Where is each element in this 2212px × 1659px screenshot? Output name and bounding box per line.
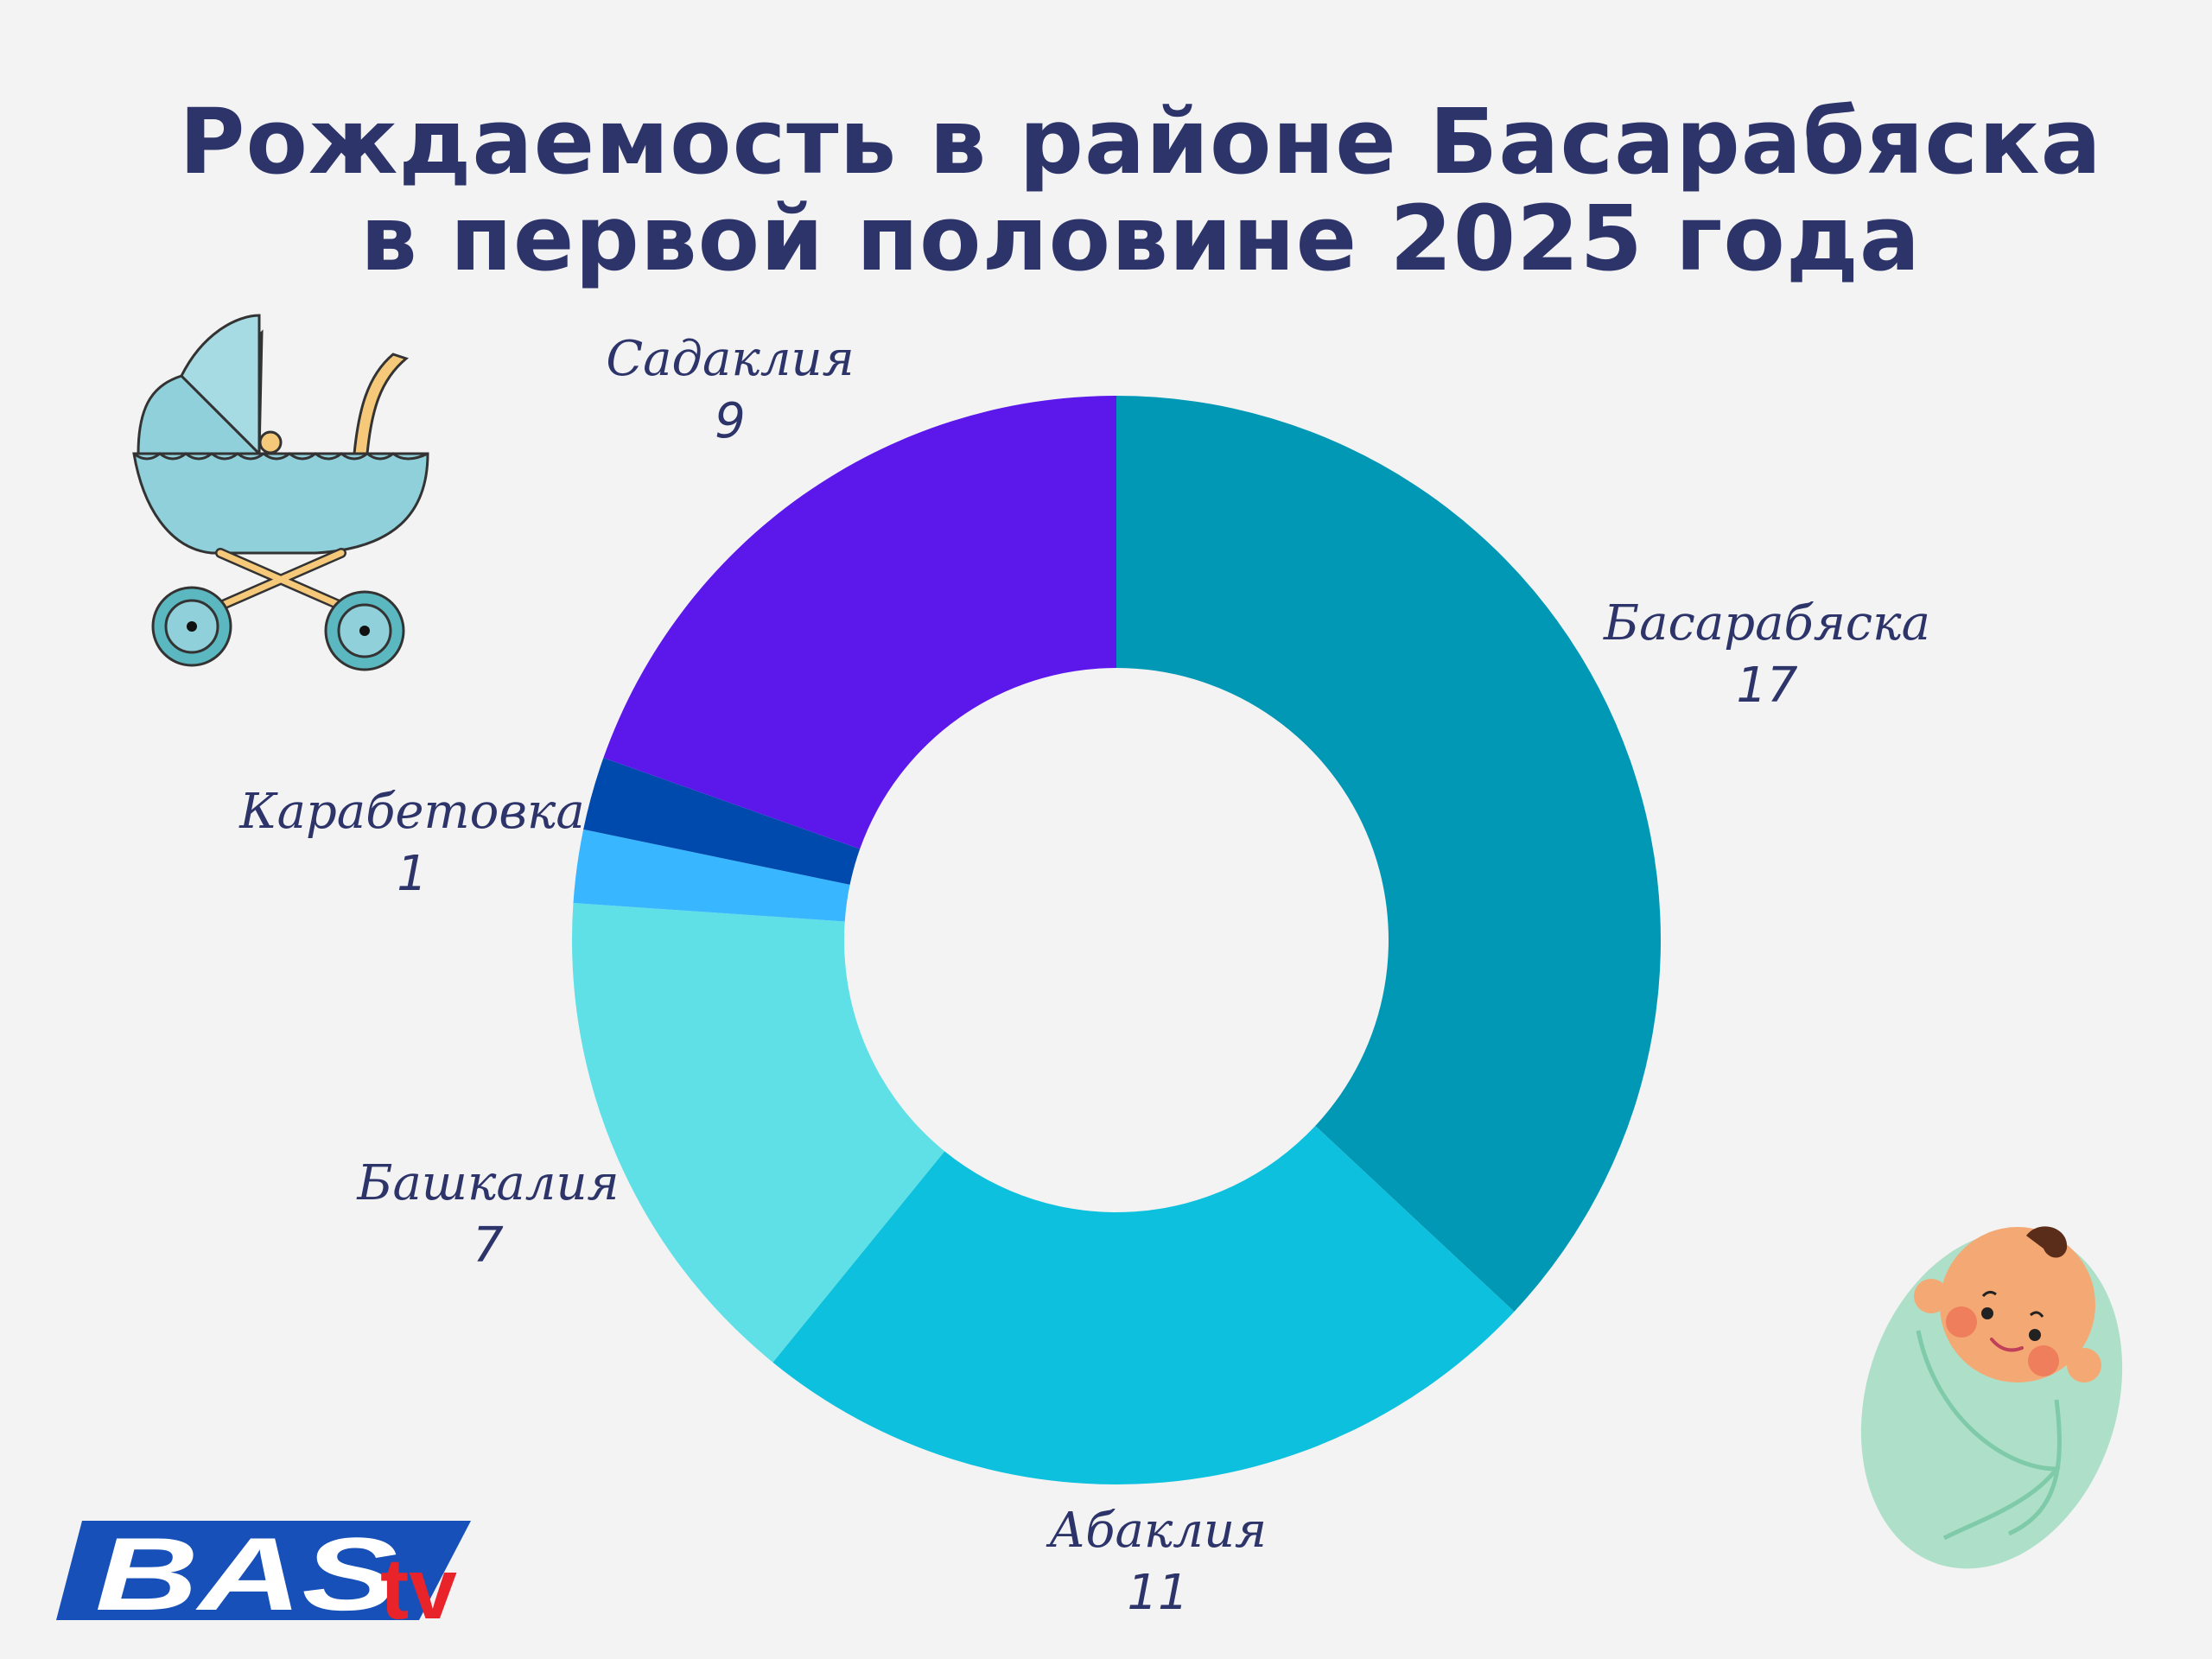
svg-text:tv: tv xyxy=(380,1541,457,1633)
donut-slice-2 xyxy=(572,903,945,1363)
title-line-2: в первой половине 2025 года xyxy=(359,186,1922,291)
label-basarabyaska-value: 17 xyxy=(1736,658,1798,714)
label-abakliya: Абаклия 11 xyxy=(1049,1500,1267,1624)
label-sadakliya: Садаклия 9 xyxy=(606,328,854,453)
swaddled-baby-icon xyxy=(1860,1226,2123,1569)
title-line-1: Рождаемость в районе Басарабяска xyxy=(179,89,2102,194)
donut-slice-0 xyxy=(1116,396,1661,1313)
svg-text:BAS: BAS xyxy=(95,1516,397,1632)
donut-slice-5 xyxy=(603,396,1116,849)
label-basarabyaska: Басарабяска 17 xyxy=(1604,593,1930,717)
donut-slice-1 xyxy=(772,1126,1515,1485)
bastv-logo: BAS tv xyxy=(56,1516,471,1633)
label-sadakliya-name: Садаклия xyxy=(606,331,855,387)
label-abakliya-value: 11 xyxy=(1127,1565,1189,1621)
label-karabetovka-value: 1 xyxy=(397,846,428,902)
donut-slice-3 xyxy=(573,829,850,922)
label-sadakliya-value: 9 xyxy=(715,393,746,449)
label-bashkaliya-name: Башкалия xyxy=(357,1155,620,1211)
donut-slice-4 xyxy=(583,758,861,885)
baby-stroller-icon xyxy=(132,314,429,671)
label-basarabyaska-name: Басарабяска xyxy=(1604,595,1930,652)
label-karabetovka-name: Карабетовка xyxy=(239,784,585,840)
chart-title: Рождаемость в районе Басарабяска в перво… xyxy=(0,93,2212,287)
label-abakliya-name: Абаклия xyxy=(1048,1503,1268,1559)
label-bashkaliya: Башкалия 7 xyxy=(357,1153,619,1277)
label-karabetovka: Карабетовка 1 xyxy=(239,781,585,906)
label-bashkaliya-value: 7 xyxy=(473,1217,504,1274)
